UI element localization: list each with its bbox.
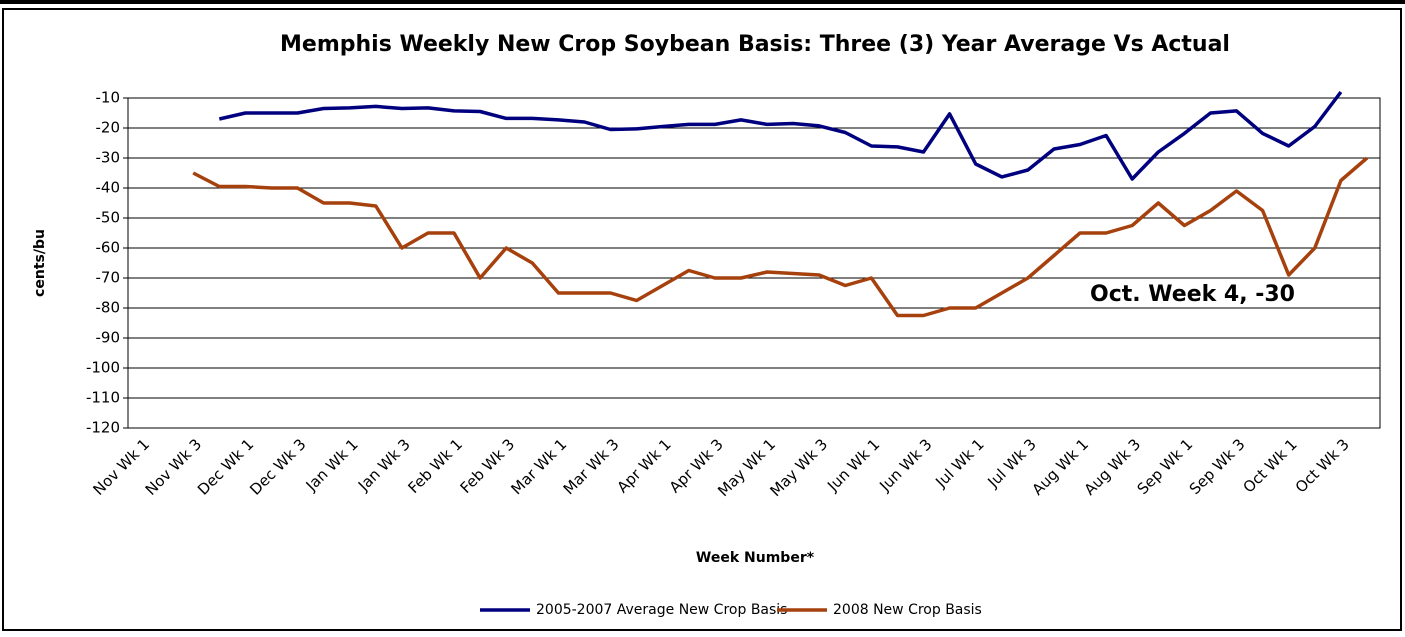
y-tick-label: -90	[96, 329, 121, 347]
y-tick-label: -30	[96, 149, 121, 167]
annotation: Oct. Week 4, -30	[1090, 282, 1295, 307]
chart-frame	[2, 8, 1402, 631]
y-tick-label: -120	[86, 419, 120, 437]
legend-label: 2005-2007 Average New Crop Basis	[536, 602, 787, 618]
y-tick-label: -80	[96, 299, 121, 317]
y-tick-label: -60	[96, 239, 121, 257]
y-tick-label: -50	[96, 209, 121, 227]
top-bar	[0, 0, 1405, 4]
y-tick-label: -40	[96, 179, 121, 197]
chart-title: Memphis Weekly New Crop Soybean Basis: T…	[280, 32, 1230, 57]
series-line	[218, 90, 1343, 181]
y-tick-label: -100	[86, 359, 120, 377]
plot-border	[127, 97, 1381, 429]
y-tick-label: -10	[96, 89, 121, 107]
y-tick-label: -70	[96, 269, 121, 287]
x-axis-title: Week Number*	[696, 550, 815, 566]
y-axis-title: cents/bu	[32, 229, 48, 297]
y-tick-label: -110	[86, 389, 120, 407]
legend-label: 2008 New Crop Basis	[833, 602, 982, 618]
y-tick-label: -20	[96, 119, 121, 137]
series-line	[192, 156, 1369, 318]
plot-area	[192, 90, 1369, 318]
